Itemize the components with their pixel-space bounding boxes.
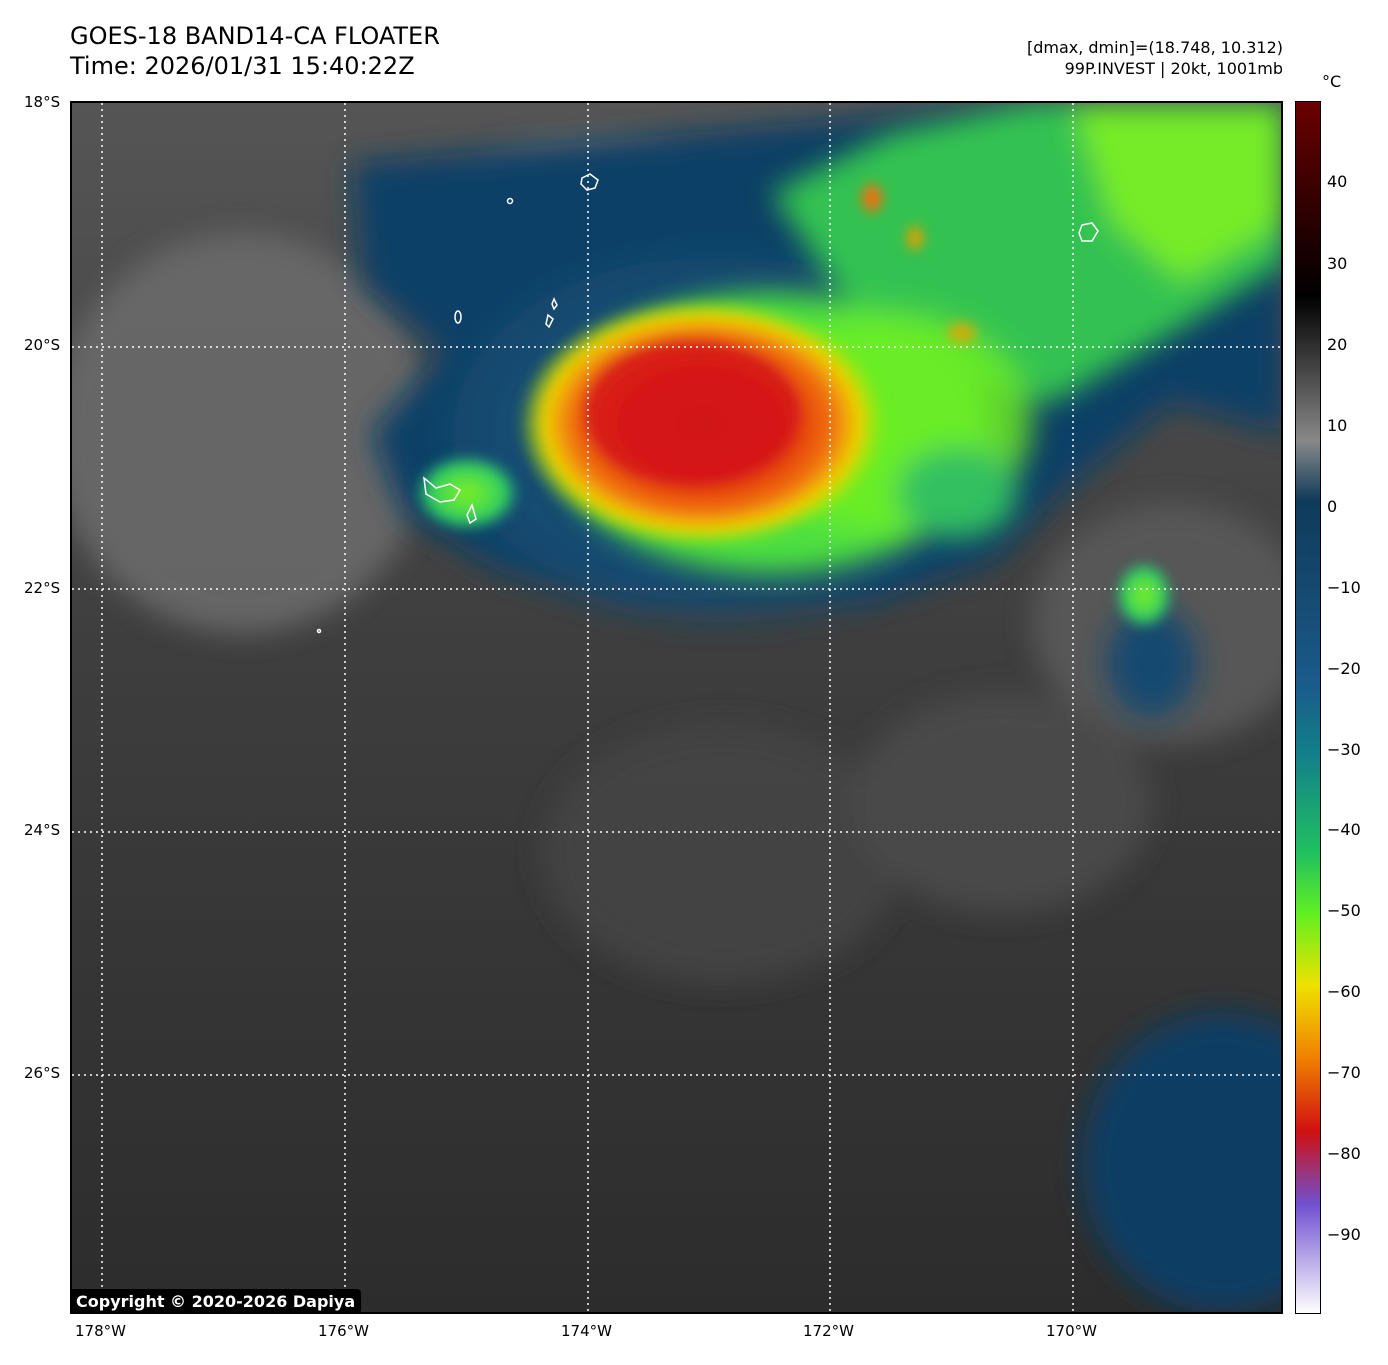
lon-label-174w: 174°W (561, 1322, 612, 1340)
colorbar-tick-minus20: −20 (1327, 659, 1361, 678)
colorbar-tick-10: 10 (1327, 416, 1348, 435)
satellite-image (72, 103, 1281, 1312)
info-storm: 99P.INVEST | 20kt, 1001mb (1064, 59, 1283, 78)
title-time: Time: 2026/01/31 15:40:22Z (70, 52, 415, 80)
lat-label-20s: 20°S (24, 336, 61, 354)
lon-label-176w: 176°W (318, 1322, 369, 1340)
colorbar-tick-20: 20 (1327, 335, 1348, 354)
colorbar-tick-minus10: −10 (1327, 578, 1361, 597)
copyright-badge: Copyright © 2020-2026 Dapiya (70, 1289, 362, 1314)
colorbar-tick-minus80: −80 (1327, 1144, 1361, 1163)
colorbar-tick-minus30: −30 (1327, 740, 1361, 759)
title-product: GOES-18 BAND14-CA FLOATER (70, 22, 440, 50)
colorbar-tick-minus60: −60 (1327, 982, 1361, 1001)
colorbar-tick-0: 0 (1327, 497, 1338, 516)
colorbar-unit: °C (1322, 72, 1342, 91)
colorbar-tick-minus70: −70 (1327, 1063, 1361, 1082)
colorbar-tick-30: 30 (1327, 254, 1348, 273)
lon-label-178w: 178°W (75, 1322, 126, 1340)
info-dmax-dmin: [dmax, dmin]=(18.748, 10.312) (1026, 38, 1283, 57)
colorbar (1295, 101, 1321, 1314)
satellite-map (70, 101, 1283, 1314)
colorbar-tick-40: 40 (1327, 172, 1348, 191)
lat-label-22s: 22°S (24, 579, 61, 597)
colorbar-tick-minus50: −50 (1327, 901, 1361, 920)
lon-label-170w: 170°W (1046, 1322, 1097, 1340)
lon-label-172w: 172°W (803, 1322, 854, 1340)
lat-label-26s: 26°S (24, 1064, 61, 1082)
lat-lon-grid (72, 103, 1281, 1312)
colorbar-tick-minus90: −90 (1327, 1225, 1361, 1244)
lat-label-18s: 18°S (24, 93, 61, 111)
colorbar-tick-minus40: −40 (1327, 820, 1361, 839)
lat-label-24s: 24°S (24, 821, 61, 839)
